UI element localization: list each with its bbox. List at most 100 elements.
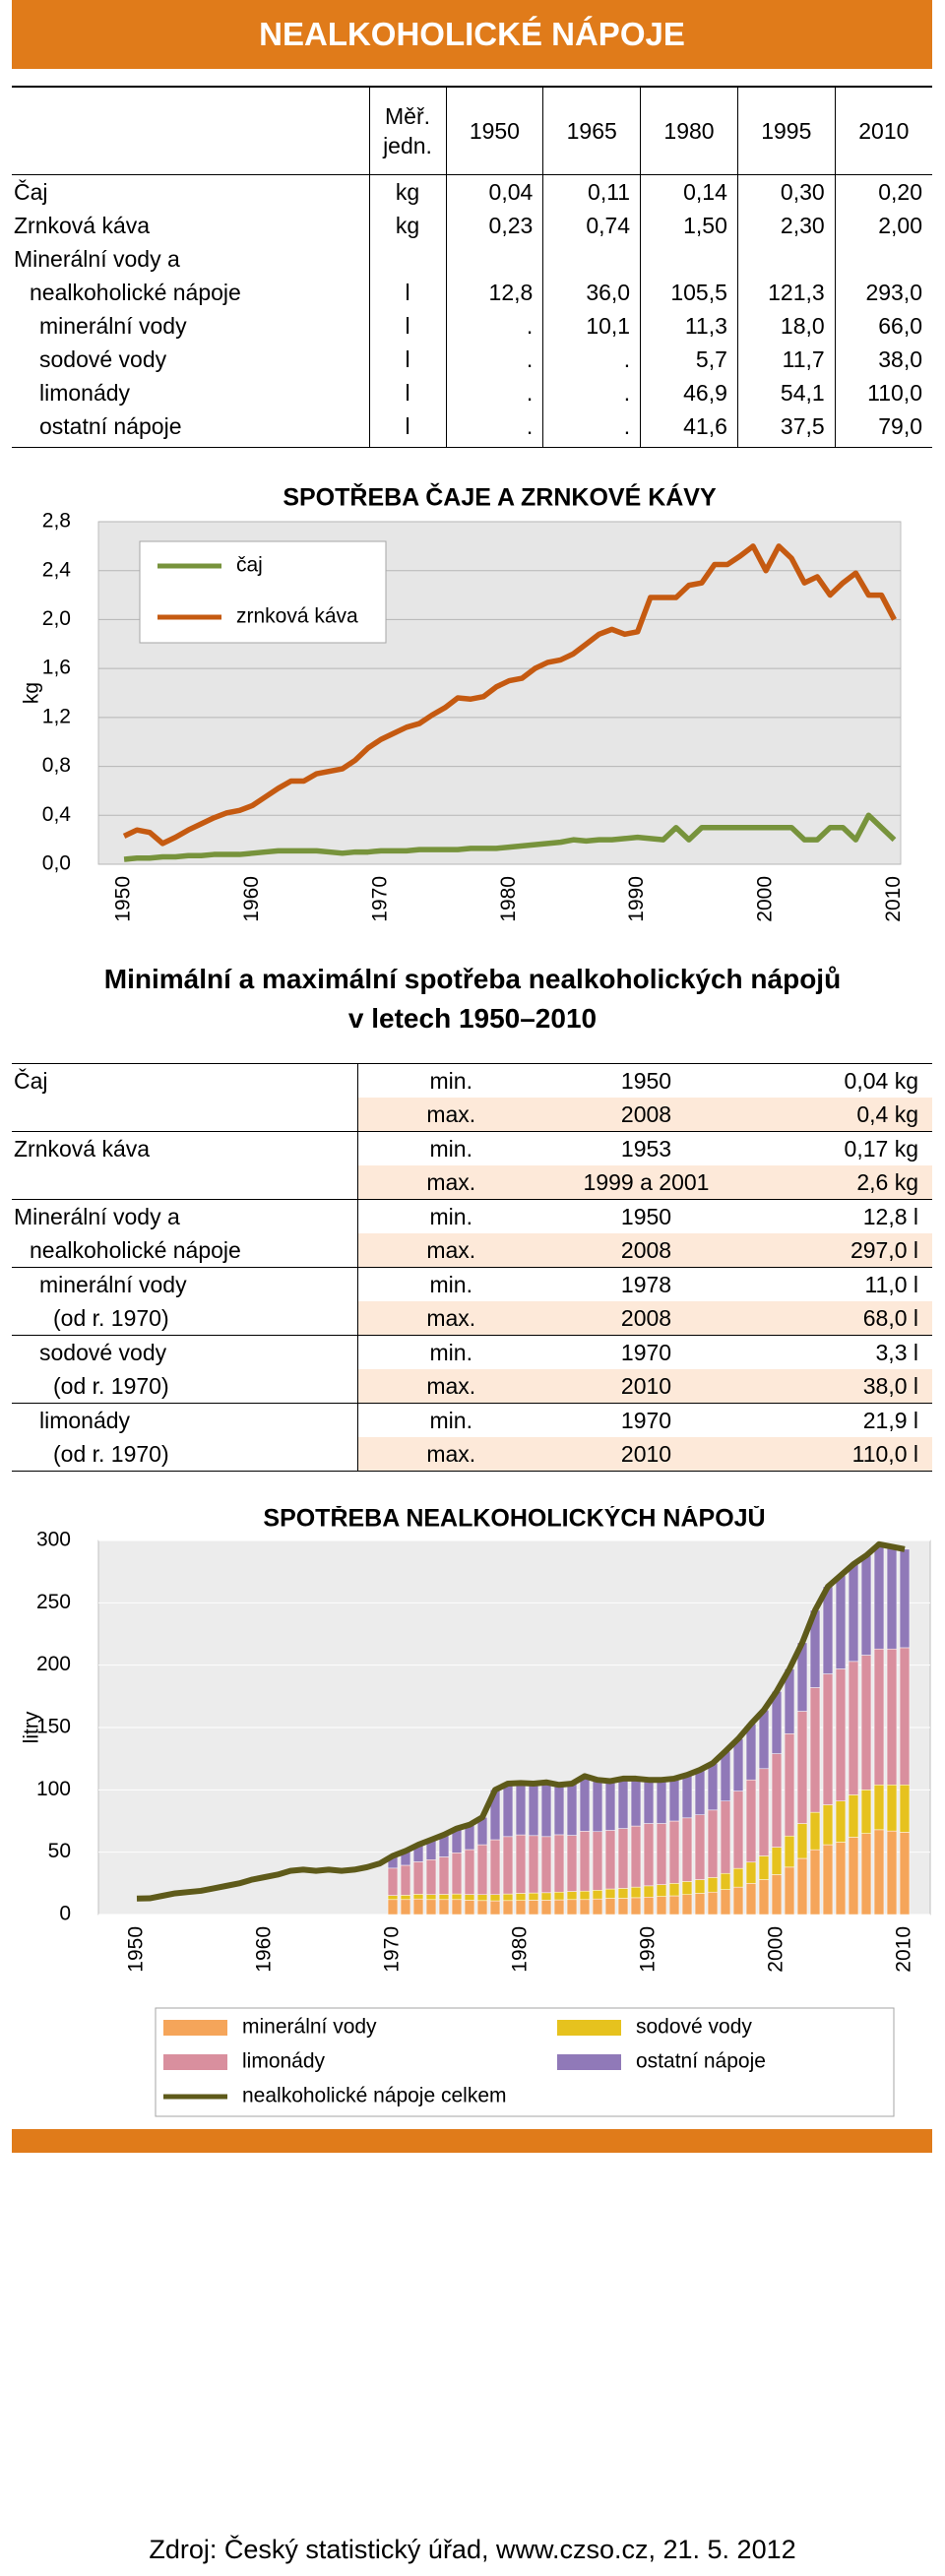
group-label: minerální vody (od r. 1970) bbox=[12, 1267, 358, 1336]
bar-segment bbox=[899, 1548, 911, 1649]
column-header: 2010 bbox=[834, 86, 932, 175]
table-title: Minimální a maximální spotřeba nealkohol… bbox=[0, 960, 945, 1038]
bar-segment bbox=[451, 1899, 463, 1916]
bar-segment bbox=[528, 1835, 539, 1894]
value-cell: . bbox=[542, 409, 641, 448]
bar-segment bbox=[822, 1844, 834, 1916]
value-cell: 121,3 bbox=[736, 242, 836, 309]
bar-segment bbox=[796, 1823, 808, 1859]
bar-segment bbox=[400, 1899, 411, 1916]
bar-segment bbox=[412, 1861, 424, 1895]
bar-segment bbox=[553, 1899, 565, 1916]
value-cell: 5,7 bbox=[640, 343, 738, 376]
chart-title: SPOTŘEBA ČAJE A ZRNKOVÉ KÁVY bbox=[283, 482, 717, 512]
y-tick-label: 0 bbox=[59, 1903, 71, 1925]
bar-segment bbox=[694, 1769, 706, 1815]
row-label-line: sodové vody bbox=[39, 346, 167, 372]
x-tick-label: 1970 bbox=[368, 876, 391, 922]
row-label-line: nealkoholické nápoje bbox=[30, 280, 241, 305]
bar-segment bbox=[848, 1837, 859, 1916]
bar-segment bbox=[694, 1814, 706, 1880]
bar-segment bbox=[387, 1867, 399, 1896]
bar-segment bbox=[540, 1783, 552, 1838]
table-row: Zrnková káva min. 1953 0,17 kg bbox=[12, 1131, 932, 1200]
bar-segment bbox=[720, 1750, 731, 1801]
cell: min. bbox=[429, 1408, 472, 1433]
table-row: limonády l.. 46,9 54,1 110,0 bbox=[12, 376, 932, 409]
unit-cell: kg bbox=[368, 174, 446, 209]
cell: 21,9 l bbox=[862, 1408, 918, 1433]
unit-cell: kg bbox=[368, 209, 446, 242]
bar-segment bbox=[553, 1785, 565, 1836]
cell: min. bbox=[429, 1272, 472, 1297]
bar-segment bbox=[630, 1825, 642, 1888]
unit-cell: l bbox=[368, 343, 446, 376]
y-tick-label: 1,2 bbox=[42, 705, 71, 727]
bar-segment bbox=[502, 1893, 514, 1902]
group-label: Čaj bbox=[12, 1063, 358, 1132]
table-row: ostatní nápoje l.. 41,6 37,5 79,0 bbox=[12, 409, 932, 448]
cell: min. bbox=[429, 1204, 472, 1229]
value-cell: 11,7 bbox=[736, 343, 836, 376]
value-cell: 37,5 bbox=[736, 409, 836, 448]
cell: max. bbox=[357, 1165, 544, 1200]
bar-segment bbox=[707, 1809, 719, 1878]
cell: 12,8 l bbox=[862, 1204, 918, 1229]
bar-segment bbox=[694, 1893, 706, 1916]
bar-segment bbox=[848, 1794, 859, 1838]
y-tick-label: 1,6 bbox=[42, 657, 71, 679]
unit-cell: l bbox=[368, 309, 446, 343]
bar-segment bbox=[822, 1586, 834, 1674]
bar-segment bbox=[579, 1890, 591, 1901]
unit-cell: l bbox=[368, 376, 446, 409]
bar-segment bbox=[579, 1831, 591, 1892]
x-tick-label: 2010 bbox=[882, 876, 905, 922]
bar-segment bbox=[771, 1847, 783, 1875]
group-label-line: Čaj bbox=[14, 1068, 48, 1094]
bar-segment bbox=[425, 1894, 437, 1901]
bar-segment bbox=[502, 1900, 514, 1916]
bar-segment bbox=[668, 1883, 680, 1897]
row-label-line: limonády bbox=[39, 380, 131, 406]
y-tick-label: 100 bbox=[36, 1778, 71, 1800]
bar-segment bbox=[464, 1849, 475, 1895]
bar-segment bbox=[438, 1856, 450, 1895]
x-tick-label: 1960 bbox=[253, 1926, 276, 1973]
bar-segment bbox=[617, 1888, 629, 1899]
bar-segment bbox=[860, 1655, 872, 1791]
bar-segment bbox=[604, 1888, 616, 1899]
cell: 2008 bbox=[544, 1098, 748, 1132]
value-cell: . bbox=[542, 343, 641, 376]
bar-segment bbox=[438, 1894, 450, 1901]
table-row: Zrnková káva kg 0,23 0,74 1,50 2,30 2,00 bbox=[12, 209, 932, 242]
group-label: sodové vody (od r. 1970) bbox=[12, 1335, 358, 1404]
x-tick-label: 1980 bbox=[497, 876, 520, 922]
column-header: Měř. jedn. bbox=[368, 86, 446, 175]
row-label: sodové vody bbox=[12, 343, 369, 376]
x-tick-label: 1990 bbox=[625, 876, 648, 922]
bar-segment bbox=[835, 1668, 847, 1801]
group-label: Minerální vody a nealkoholické nápoje bbox=[12, 1199, 358, 1268]
bar-segment bbox=[886, 1830, 898, 1916]
legend-label: zrnková káva bbox=[236, 605, 358, 628]
cell: 110,0 l bbox=[748, 1437, 932, 1472]
value-cell: 0,04 bbox=[445, 174, 543, 209]
column-header: 1950 bbox=[445, 86, 543, 175]
group-label: Zrnková káva bbox=[12, 1131, 358, 1200]
bar-segment bbox=[771, 1874, 783, 1916]
value-cell: . bbox=[542, 376, 641, 409]
cell: min. bbox=[429, 1136, 472, 1162]
bar-segment bbox=[617, 1828, 629, 1889]
bar-segment bbox=[400, 1864, 411, 1896]
value-cell: 18,0 bbox=[736, 309, 836, 343]
bar-segment bbox=[553, 1834, 565, 1893]
cell: 1950 bbox=[620, 1068, 672, 1094]
y-tick-label: 0,8 bbox=[42, 754, 71, 777]
bar-segment bbox=[732, 1738, 744, 1791]
bar-segment bbox=[886, 1648, 898, 1786]
table-row: sodové vody l.. 5,7 11,7 38,0 bbox=[12, 343, 932, 376]
y-tick-label: 2,4 bbox=[42, 558, 72, 581]
bar-segment bbox=[707, 1877, 719, 1893]
bar-segment bbox=[630, 1778, 642, 1827]
bar-segment bbox=[681, 1774, 693, 1819]
